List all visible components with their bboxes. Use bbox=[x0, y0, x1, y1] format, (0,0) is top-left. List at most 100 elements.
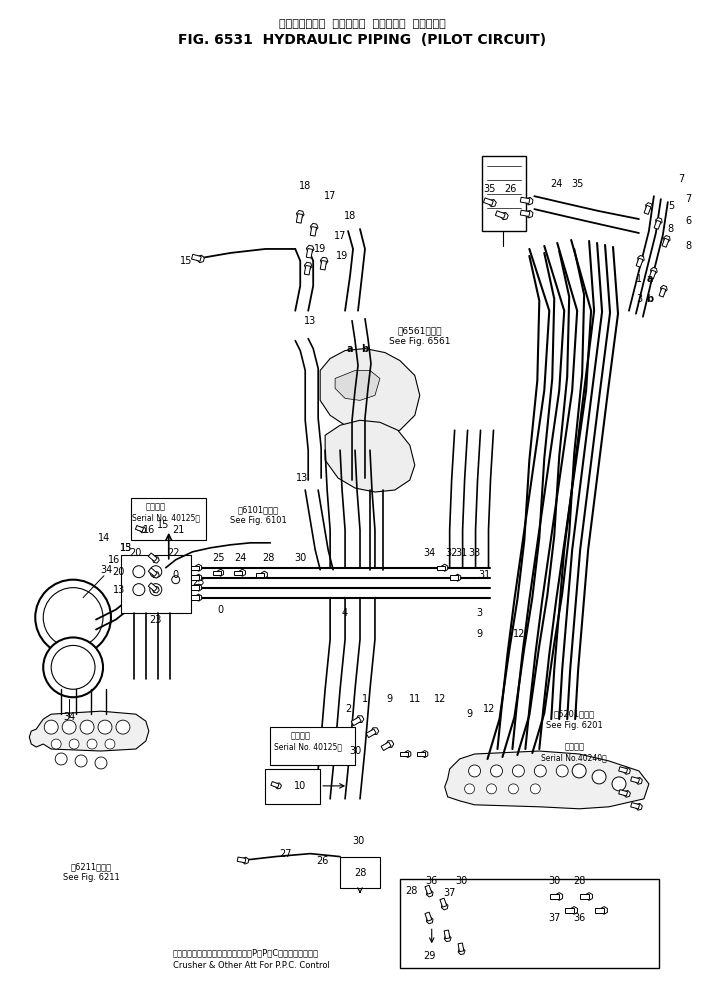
Polygon shape bbox=[442, 903, 448, 910]
Text: 7: 7 bbox=[685, 195, 692, 205]
Polygon shape bbox=[624, 768, 630, 775]
Text: Serial No.40240～: Serial No.40240～ bbox=[542, 754, 607, 763]
Polygon shape bbox=[218, 569, 223, 576]
Bar bbox=[270, 727, 355, 765]
Polygon shape bbox=[484, 198, 493, 206]
Circle shape bbox=[43, 588, 103, 647]
Text: 30: 30 bbox=[352, 836, 364, 846]
Text: 28: 28 bbox=[262, 553, 275, 563]
Circle shape bbox=[51, 739, 61, 749]
Text: 28: 28 bbox=[406, 887, 418, 897]
Polygon shape bbox=[351, 717, 362, 726]
Circle shape bbox=[531, 783, 540, 793]
Text: 第6201図参照: 第6201図参照 bbox=[554, 710, 595, 719]
Polygon shape bbox=[646, 203, 652, 210]
Text: Serial No. 40125～: Serial No. 40125～ bbox=[132, 513, 200, 522]
Circle shape bbox=[513, 765, 524, 777]
Circle shape bbox=[105, 739, 115, 749]
Polygon shape bbox=[191, 586, 199, 590]
Polygon shape bbox=[427, 917, 433, 923]
Text: ハイドロリック  パイピング  パイロット  サーキット: ハイドロリック パイピング パイロット サーキット bbox=[278, 19, 445, 29]
Text: 8: 8 bbox=[668, 224, 674, 234]
Polygon shape bbox=[630, 802, 640, 809]
Circle shape bbox=[80, 720, 94, 734]
Circle shape bbox=[69, 739, 79, 749]
Polygon shape bbox=[661, 285, 667, 292]
Text: 14: 14 bbox=[98, 533, 110, 543]
Text: See Fig. 6101: See Fig. 6101 bbox=[230, 516, 287, 525]
Polygon shape bbox=[271, 781, 279, 787]
Text: 12: 12 bbox=[434, 694, 446, 704]
Polygon shape bbox=[458, 948, 465, 954]
Circle shape bbox=[508, 783, 518, 793]
Polygon shape bbox=[556, 893, 562, 901]
Text: 19: 19 bbox=[336, 251, 348, 261]
Text: 11: 11 bbox=[408, 694, 421, 704]
Text: See Fig. 6561: See Fig. 6561 bbox=[389, 337, 450, 347]
Polygon shape bbox=[565, 908, 574, 913]
Circle shape bbox=[62, 720, 76, 734]
Polygon shape bbox=[239, 569, 246, 576]
Text: 30: 30 bbox=[294, 553, 307, 563]
Text: 16: 16 bbox=[142, 525, 155, 535]
Polygon shape bbox=[191, 596, 199, 600]
Text: 24: 24 bbox=[550, 179, 562, 190]
Polygon shape bbox=[261, 571, 268, 578]
Polygon shape bbox=[619, 789, 628, 796]
Text: 35: 35 bbox=[483, 184, 496, 195]
Polygon shape bbox=[153, 586, 159, 593]
Circle shape bbox=[487, 783, 497, 793]
Text: 16: 16 bbox=[108, 555, 120, 565]
Circle shape bbox=[87, 739, 97, 749]
Polygon shape bbox=[304, 262, 312, 269]
Polygon shape bbox=[135, 525, 144, 531]
Polygon shape bbox=[662, 238, 669, 247]
Circle shape bbox=[572, 764, 586, 778]
Polygon shape bbox=[197, 255, 205, 262]
Text: 0: 0 bbox=[173, 570, 179, 580]
Circle shape bbox=[51, 645, 95, 689]
Polygon shape bbox=[586, 893, 592, 901]
Polygon shape bbox=[213, 571, 221, 575]
Polygon shape bbox=[148, 583, 157, 591]
Polygon shape bbox=[450, 576, 458, 580]
Polygon shape bbox=[651, 267, 657, 274]
Polygon shape bbox=[366, 729, 376, 738]
Text: 37: 37 bbox=[443, 889, 455, 899]
Polygon shape bbox=[386, 741, 394, 748]
Text: 30: 30 bbox=[455, 876, 468, 886]
Text: 24: 24 bbox=[234, 553, 247, 563]
Text: 33: 33 bbox=[469, 548, 481, 558]
Polygon shape bbox=[638, 255, 644, 262]
Text: 10: 10 bbox=[294, 780, 307, 790]
Text: 32: 32 bbox=[445, 548, 458, 558]
Text: 15: 15 bbox=[157, 520, 169, 530]
Text: 31: 31 bbox=[479, 570, 491, 580]
Text: 23: 23 bbox=[150, 615, 162, 625]
Text: 第6561図参照: 第6561図参照 bbox=[398, 326, 442, 336]
Polygon shape bbox=[320, 257, 328, 264]
Circle shape bbox=[612, 777, 626, 790]
Polygon shape bbox=[196, 584, 202, 591]
Text: 27: 27 bbox=[279, 849, 291, 859]
Circle shape bbox=[172, 576, 180, 584]
Bar bbox=[340, 857, 380, 889]
Polygon shape bbox=[526, 198, 533, 205]
Polygon shape bbox=[521, 198, 530, 204]
Text: 適用号機: 適用号機 bbox=[146, 502, 166, 511]
Polygon shape bbox=[307, 245, 314, 252]
Text: b: b bbox=[362, 344, 369, 354]
Circle shape bbox=[469, 765, 481, 777]
Text: 9: 9 bbox=[387, 694, 393, 704]
Polygon shape bbox=[196, 564, 202, 571]
Text: 5: 5 bbox=[669, 202, 675, 212]
Polygon shape bbox=[500, 213, 508, 219]
Text: 1: 1 bbox=[362, 694, 368, 704]
Circle shape bbox=[150, 566, 162, 578]
Polygon shape bbox=[649, 270, 656, 279]
Text: 9: 9 bbox=[476, 630, 483, 639]
Polygon shape bbox=[153, 571, 159, 578]
Polygon shape bbox=[489, 200, 496, 207]
Polygon shape bbox=[242, 857, 249, 864]
Polygon shape bbox=[257, 573, 265, 577]
